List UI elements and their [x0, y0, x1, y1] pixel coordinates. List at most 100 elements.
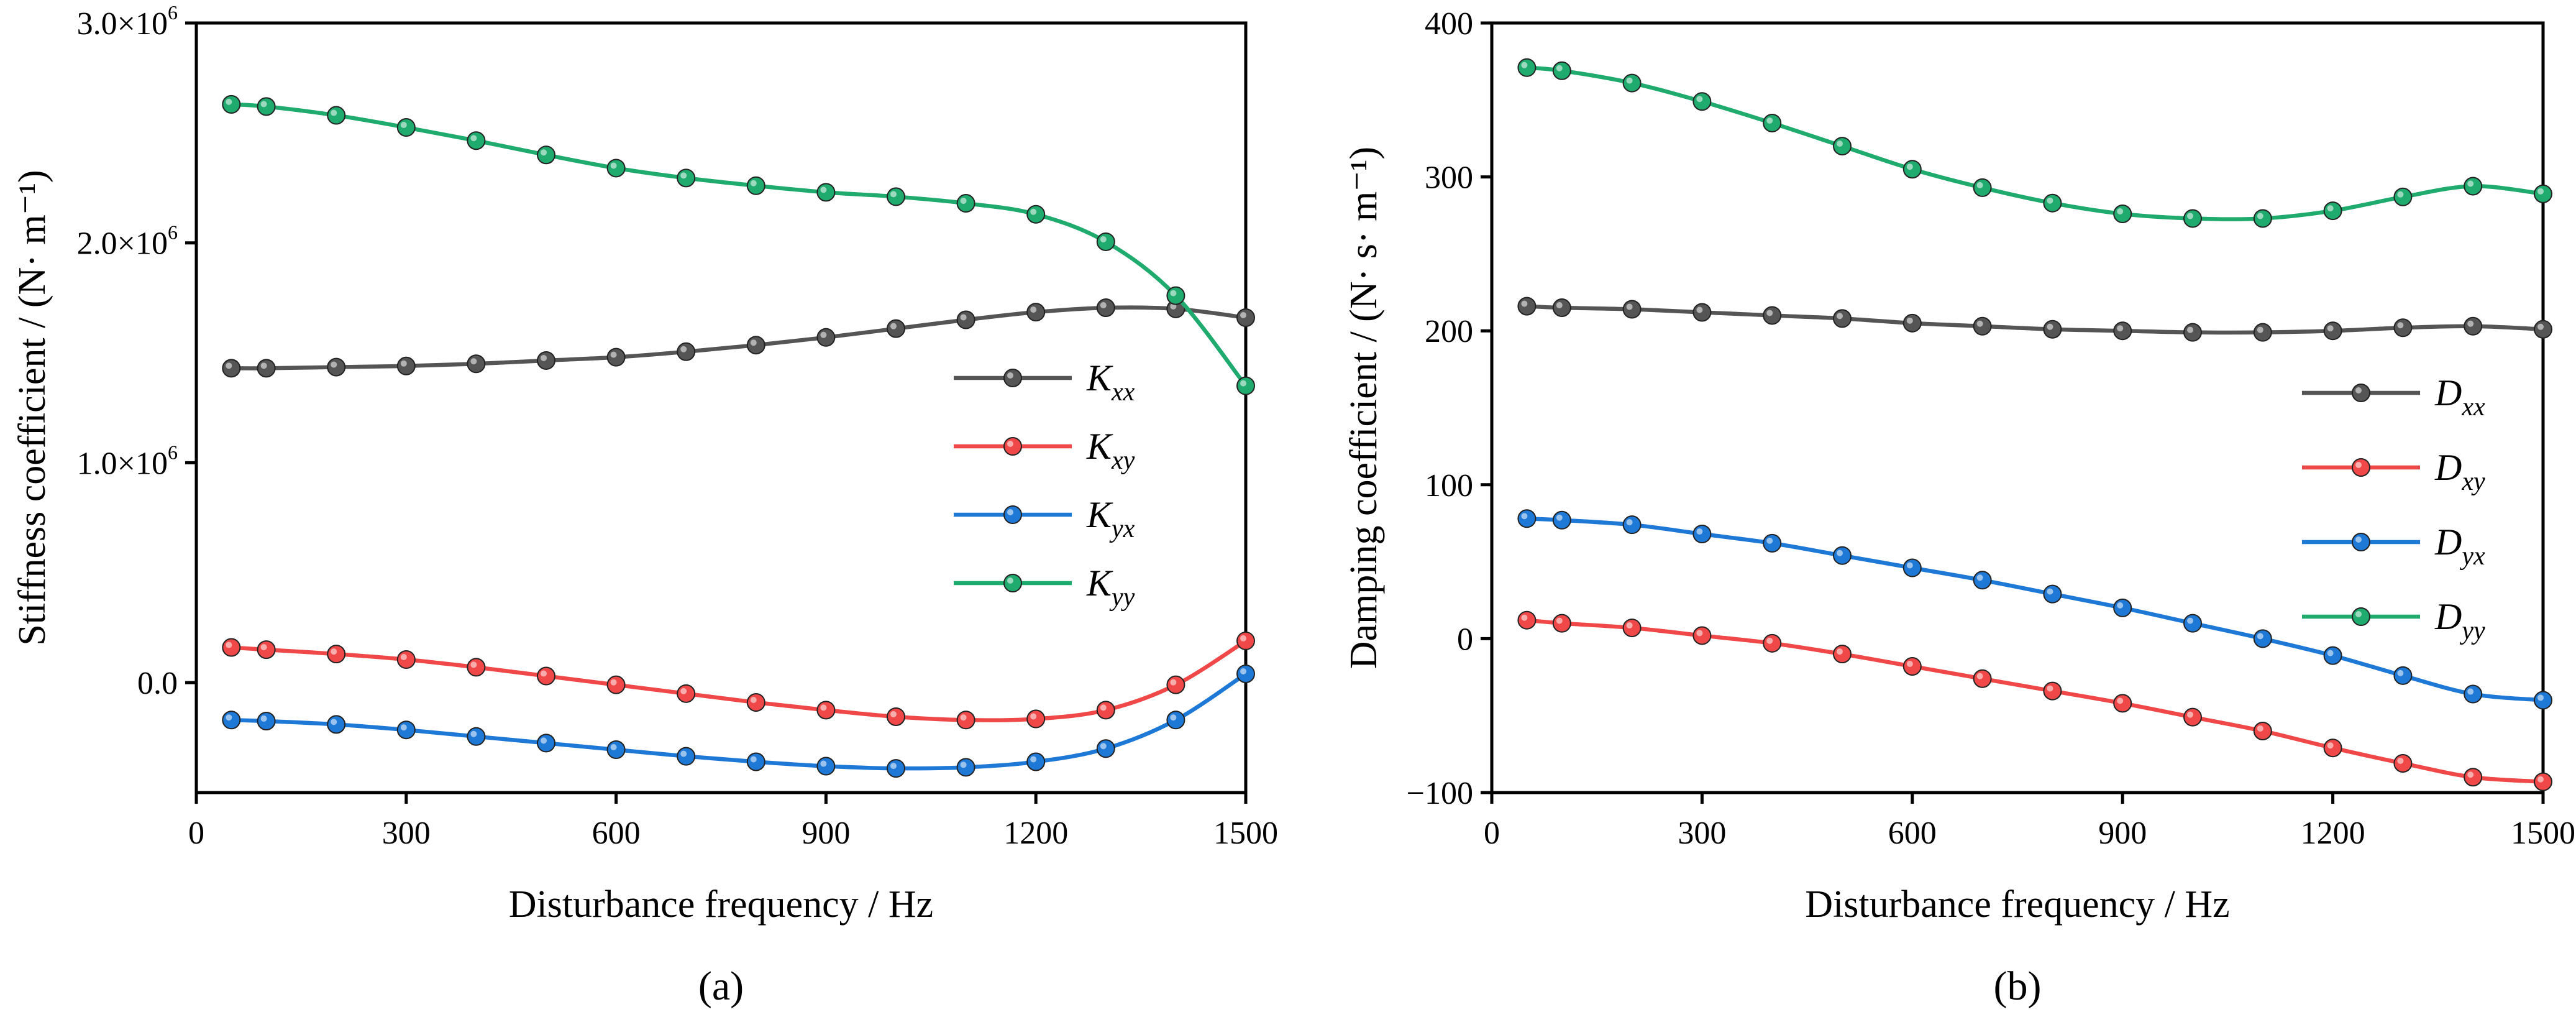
panel-b-data-point-highlight: [1837, 550, 1843, 556]
panel-a-data-point-highlight: [1240, 311, 1246, 318]
panel-a-data-point-kxx: [537, 351, 555, 370]
panel-a-data-point-kxy: [1236, 631, 1255, 650]
panel-a-data-point-kyx: [222, 711, 241, 730]
panel-b-legend-label-subscript: xx: [2461, 393, 2485, 421]
panel-b-data-point-highlight: [1521, 62, 1528, 68]
panel-a-data-point-kxx: [746, 336, 765, 355]
panel-b-data-point-dyx: [2393, 666, 2413, 685]
panel-b-data-point-dyx: [2323, 646, 2342, 665]
panel-b-data-point-dxy: [1973, 669, 1992, 688]
panel-a-legend-marker-highlight: [1007, 509, 1013, 515]
panel-a-data-point-kxy: [467, 658, 486, 677]
panel-a-legend-marker-kyx: [1003, 505, 1022, 524]
panel-a-data-point-highlight: [750, 756, 757, 763]
panel-b-data-point-dyy: [2464, 177, 2483, 196]
panel-b-data-point-dyy: [2253, 209, 2272, 228]
panel-a-data-point-highlight: [820, 760, 827, 767]
panel-b-data-point-dxx: [2393, 318, 2413, 338]
panel-b-data-point-highlight: [2397, 757, 2404, 764]
panel-b-data-point-dxy: [1902, 656, 1922, 676]
panel-a-x-axis-title: Disturbance frequency / Hz: [509, 883, 933, 926]
panel-b-data-point-highlight: [1906, 317, 1913, 324]
panel-a-data-point-kyy: [222, 94, 241, 114]
panel-a-data-point-kxx: [396, 356, 416, 375]
panel-a-y-tick-label: 3.0×106: [77, 1, 178, 42]
panel-a-data-point-highlight: [610, 744, 617, 751]
panel-b-data-point-dyy: [1973, 178, 1992, 197]
panel-b-data-point-dxx: [2113, 321, 2132, 341]
panel-a-legend-marker-highlight: [1007, 372, 1013, 379]
panel-a-legend-marker-kxx: [1003, 369, 1022, 387]
panel-a-y-tick-exponent: 6: [168, 441, 178, 463]
panel-a-data-point-highlight: [1100, 743, 1107, 750]
panel-b-data-point-dxx: [1692, 303, 1712, 322]
panel-b-data-point-highlight: [1626, 77, 1633, 84]
panel-b-data-point-highlight: [1766, 117, 1773, 124]
panel-a-data-point-kyx: [1096, 739, 1115, 758]
panel-a-y-tick-label: 2.0×106: [77, 221, 178, 262]
panel-b-data-point-highlight: [2397, 191, 2404, 198]
panel-a-data-point-highlight: [260, 644, 267, 651]
panel-b-data-point-highlight: [2537, 188, 2544, 195]
panel-b-series-line-dxy: [1525, 618, 2546, 784]
panel-b-data-point-highlight: [2397, 322, 2404, 329]
panel-b-data-point-dyy: [1517, 58, 1537, 77]
panel-a-data-point-kyx: [327, 715, 346, 734]
panel-a-data-point-highlight: [226, 642, 232, 648]
panel-a-legend-label-subscript: yx: [1109, 515, 1135, 543]
panel-b-legend-marker-dxy: [2352, 458, 2370, 477]
panel-a-data-point-kxy: [606, 675, 626, 694]
panel-b-legend-marker-highlight: [2355, 387, 2362, 393]
panel-a-series-kyx: [222, 664, 1255, 778]
panel-b-data-point-highlight: [1976, 182, 1983, 188]
panel-a-data-point-highlight: [820, 186, 827, 193]
panel-a-data-point-kyx: [746, 752, 765, 771]
panel-b-data-point-highlight: [2117, 697, 2124, 704]
panel-a-data-point-highlight: [541, 149, 547, 156]
panel-a-x-tick-label: 0: [188, 816, 204, 851]
panel-a-data-point-kxy: [677, 684, 696, 703]
panel-b-data-point-dxx: [2183, 323, 2202, 342]
panel-b-data-point-highlight: [2187, 326, 2193, 333]
panel-a-data-point-kxx: [677, 342, 696, 361]
panel-b-data-point-dyy: [1833, 137, 1852, 156]
panel-a-legend-marker-kxy: [1003, 437, 1022, 456]
panel-a-x-tick-label: 1200: [1003, 816, 1068, 851]
panel-b-legend-marker-highlight: [2355, 536, 2362, 543]
panel-a-legend-marker-highlight: [1007, 577, 1013, 584]
panel-a-data-point-kyx: [1026, 752, 1046, 771]
panel-b-y-tick-label: 200: [1425, 314, 1473, 349]
panel-a-series-line-kyx: [229, 671, 1248, 771]
panel-a-data-point-kyy: [956, 194, 975, 213]
panel-b-data-point-dyx: [2043, 584, 2062, 604]
panel-a-data-point-highlight: [226, 98, 232, 105]
panel-b-data-point-highlight: [1556, 302, 1563, 309]
panel-a-data-point-kyy: [887, 187, 905, 206]
panel-b-data-point-dxx: [1902, 313, 1922, 333]
panel-b-data-point-dxy: [1517, 610, 1537, 630]
panel-a-legend-marker-kyy: [1003, 574, 1022, 592]
panel-a-series-kxy: [222, 631, 1255, 730]
panel-a-data-point-highlight: [226, 362, 232, 369]
panel-a-data-point-highlight: [750, 339, 757, 346]
panel-b-data-point-dxy: [1622, 619, 1642, 638]
panel-b-data-point-highlight: [2257, 326, 2263, 333]
panel-b-data-point-highlight: [2257, 213, 2263, 219]
panel-b-data-point-dxx: [1763, 306, 1782, 325]
panel-b-data-point-dyx: [1973, 571, 1992, 590]
panel-a-data-point-kyx: [606, 740, 626, 760]
panel-b-data-point-highlight: [2467, 688, 2474, 695]
panel-b-data-point-dyx: [1902, 558, 1922, 577]
panel-a-data-point-highlight: [610, 679, 617, 686]
panel-a-data-point-highlight: [470, 661, 477, 668]
panel-b-data-point-dyx: [1552, 510, 1571, 530]
panel-b-data-point-dyy: [2323, 201, 2342, 221]
panel-b-x-tick-label: 0: [1484, 816, 1500, 851]
panel-a-data-point-kxx: [606, 347, 626, 367]
panel-b-y-tick-label: 0: [1457, 622, 1473, 657]
panel-b-series-dyy: [1517, 58, 2552, 228]
panel-b-data-point-highlight: [2117, 325, 2124, 332]
panel-a-data-point-highlight: [610, 162, 617, 169]
panel-b-data-point-dyy: [2393, 187, 2413, 206]
panel-b-data-point-highlight: [1556, 514, 1563, 521]
